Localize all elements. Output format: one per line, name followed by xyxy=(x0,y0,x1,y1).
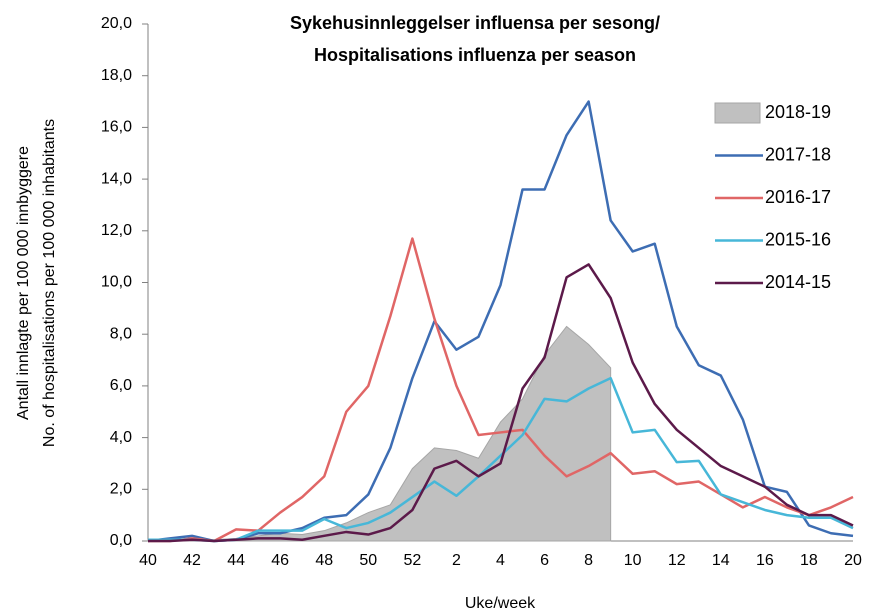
y-tick-label: 0,0 xyxy=(110,532,132,549)
y-tick-label: 10,0 xyxy=(101,274,132,291)
area xyxy=(147,325,612,542)
x-tick-label: 40 xyxy=(139,552,157,569)
y-tick-label: 8,0 xyxy=(110,325,132,342)
chart-title: Sykehusinnleggelser influensa per sesong… xyxy=(290,13,660,33)
x-tick-label: 2 xyxy=(452,552,461,569)
x-axis-label: Uke/week xyxy=(465,595,536,612)
x-tick-label: 48 xyxy=(315,552,333,569)
x-tick-label: 42 xyxy=(183,552,201,569)
y-tick-label: 20,0 xyxy=(101,15,132,32)
line xyxy=(147,100,854,543)
line xyxy=(148,263,854,543)
legend-label: 2014-15 xyxy=(765,272,831,292)
y-tick-label: 2,0 xyxy=(110,481,132,498)
y-tick-label: 16,0 xyxy=(101,119,132,136)
x-tick-label: 44 xyxy=(227,552,245,569)
x-tick-label: 52 xyxy=(403,552,421,569)
y-axis-label: No. of hospitalisations per 100 000 inha… xyxy=(41,119,58,447)
x-tick-label: 10 xyxy=(624,552,642,569)
line xyxy=(148,376,854,543)
line xyxy=(148,237,854,543)
x-tick-label: 14 xyxy=(712,552,730,569)
x-tick-label: 8 xyxy=(584,552,593,569)
x-tick-label: 20 xyxy=(844,552,862,569)
y-axis-label: Antall innlagte per 100 000 innbyggere xyxy=(15,146,32,420)
legend-label: 2017-18 xyxy=(765,144,831,164)
legend-label: 2015-16 xyxy=(765,229,831,249)
x-tick-label: 18 xyxy=(800,552,818,569)
x-tick-label: 46 xyxy=(271,552,289,569)
y-tick-label: 12,0 xyxy=(101,222,132,239)
x-tick-label: 16 xyxy=(756,552,774,569)
y-tick-label: 14,0 xyxy=(101,170,132,187)
x-tick-label: 12 xyxy=(668,552,686,569)
y-tick-label: 6,0 xyxy=(110,377,132,394)
chart-title: Hospitalisations influenza per season xyxy=(314,45,636,65)
x-tick-label: 4 xyxy=(496,552,505,569)
x-tick-label: 6 xyxy=(540,552,549,569)
y-tick-label: 4,0 xyxy=(110,429,132,446)
legend-swatch xyxy=(714,102,761,124)
legend-label: 2016-17 xyxy=(765,187,831,207)
legend-label: 2018-19 xyxy=(765,102,831,122)
y-tick-label: 18,0 xyxy=(101,67,132,84)
x-tick-label: 50 xyxy=(359,552,377,569)
